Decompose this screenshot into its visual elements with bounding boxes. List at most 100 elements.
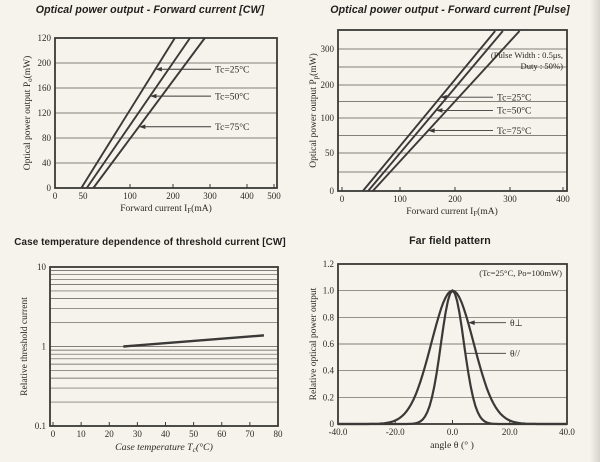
- axis-label: Forward current IF(mA): [120, 203, 212, 215]
- annotation-arrowhead: [435, 108, 443, 113]
- tick-label: 40: [42, 158, 52, 168]
- tick-label: 300: [203, 191, 217, 201]
- annotation-label: Tc=25°C: [215, 64, 249, 75]
- note-text: (Tc=25°C, Po=100mW): [479, 268, 562, 278]
- axis-label: Relative optical power output: [309, 287, 319, 400]
- series-line: [85, 37, 191, 189]
- tick-label: 60: [217, 429, 227, 439]
- plot-border: [49, 266, 279, 427]
- annotation-arrowhead: [440, 94, 447, 100]
- axis-label: Forward current IF(mA): [406, 206, 498, 218]
- annotation-label: Tc=25°C: [497, 92, 531, 103]
- series-line: [367, 30, 504, 192]
- tick-label: 50: [189, 429, 199, 439]
- tick-label: 0.8: [323, 312, 335, 322]
- axis-label: Relative threshold current: [20, 297, 30, 396]
- annotation-arrowhead: [155, 66, 162, 72]
- chart-cell-threshold: Case temperature dependence of threshold…: [0, 231, 300, 462]
- tick-label: 200: [448, 194, 462, 204]
- annotation-arrowhead: [468, 320, 475, 325]
- plot-border: [54, 37, 278, 189]
- tick-label: 20: [105, 429, 115, 439]
- series-line: [338, 289, 567, 426]
- chart-canvas-farfield: -40.0 -20.0 0.0 20.0 40.0 0 0.2 0.4 0.6 0.8 1.0 1.2…: [309, 259, 575, 451]
- tick-label: 500: [267, 191, 281, 201]
- series-line: [362, 30, 496, 192]
- tick-label: 0: [47, 183, 52, 193]
- tick-label: 0: [330, 419, 335, 429]
- tick-label: 40.0: [559, 427, 575, 437]
- tick-label: 50: [325, 148, 335, 158]
- tick-label: 0.4: [323, 366, 335, 376]
- tick-label: 1: [42, 342, 47, 352]
- chart-cell-farfield: Far field pattern -40.0 -20.0 0.0 20.0 40.0 0…: [300, 231, 600, 462]
- tick-label: 160: [38, 83, 52, 93]
- tick-label: 30: [133, 429, 143, 439]
- tick-label: 0: [330, 186, 335, 196]
- tick-label: 50: [79, 191, 89, 201]
- tick-label: 0.6: [323, 339, 335, 349]
- tick-label: -20.0: [386, 427, 405, 437]
- annotation-label: θ//: [510, 350, 520, 360]
- series-line: [123, 334, 265, 348]
- series-line: [80, 37, 176, 189]
- tick-label: 400: [556, 194, 570, 204]
- tick-label: 70: [245, 429, 255, 439]
- tick-label: 300: [321, 44, 335, 54]
- chart-title-farfield: Far field pattern: [409, 235, 491, 247]
- scan-edge-shadow: [590, 0, 600, 462]
- axis-label: Optical power output Pp(mW): [308, 53, 320, 168]
- note-text: Duty : 50%): [521, 61, 564, 71]
- series-line: [92, 37, 206, 189]
- axis-label: Case temperature Tc(°C): [115, 442, 213, 454]
- tick-label: 200: [321, 80, 335, 90]
- tick-label: 0.1: [35, 421, 46, 431]
- annotation-arrowhead: [150, 93, 157, 99]
- tick-label: 10: [37, 262, 47, 272]
- annotation-label: Tc=75°C: [215, 122, 249, 133]
- series-line: [372, 30, 521, 192]
- chart-title-pulse: Optical power output - Forward current […: [330, 4, 570, 16]
- tick-label: 1.2: [323, 259, 334, 269]
- tick-label: 0: [53, 191, 58, 201]
- plot-border: [337, 29, 568, 192]
- tick-label: 10: [77, 429, 87, 439]
- axis-label: angle θ (° ): [430, 440, 474, 451]
- annotation-label: Tc=50°C: [215, 91, 249, 102]
- chart-cell-pulse: Optical power output - Forward current […: [300, 0, 600, 231]
- tick-label: 1.0: [323, 286, 335, 296]
- annotation-label: θ⊥: [510, 319, 523, 329]
- tick-label: 120: [38, 33, 52, 43]
- series-line: [338, 289, 567, 426]
- chart-cell-cw: Optical power output - Forward current […: [0, 0, 300, 231]
- chart-canvas-cw: 0 50 100 200 300 400 500 0 40 80 120 160 200 120 Tc=25…: [22, 33, 281, 215]
- tick-label: 120: [38, 108, 52, 118]
- tick-label: -40.0: [329, 427, 348, 437]
- tick-label: 300: [503, 194, 517, 204]
- tick-label: 20.0: [502, 427, 518, 437]
- annotation-arrowhead: [428, 128, 435, 133]
- tick-label: 0.2: [323, 392, 334, 402]
- tick-label: 100: [321, 113, 335, 123]
- chart-title-threshold: Case temperature dependence of threshold…: [14, 237, 286, 248]
- tick-label: 100: [123, 191, 137, 201]
- tick-label: 40: [161, 429, 171, 439]
- tick-label: 0: [340, 194, 345, 204]
- annotation-label: Tc=50°C: [497, 106, 531, 117]
- annotation-arrowhead: [138, 124, 146, 130]
- tick-label: 200: [38, 58, 52, 68]
- tick-label: 0: [51, 429, 56, 439]
- note-text: (Pulse Width : 0.5μs,: [491, 50, 563, 60]
- chart-canvas-threshold: 0 10 20 30 40 50 60 70 80 10 1 0.1 Relative threshol…: [20, 262, 284, 454]
- tick-label: 0.0: [447, 427, 459, 437]
- annotation-label: Tc=75°C: [497, 126, 531, 137]
- tick-label: 80: [274, 429, 284, 439]
- tick-label: 80: [42, 133, 52, 143]
- chart-canvas-pulse: 0 100 200 300 400 0 50 100 200 300 Tc=25°C Tc=50°C T…: [308, 29, 570, 218]
- chart-title-cw: Optical power output - Forward current […: [35, 4, 265, 16]
- axis-label: Optical power output Po(mW): [22, 56, 34, 171]
- tick-label: 100: [393, 194, 407, 204]
- tick-label: 400: [240, 191, 254, 201]
- tick-label: 200: [166, 191, 180, 201]
